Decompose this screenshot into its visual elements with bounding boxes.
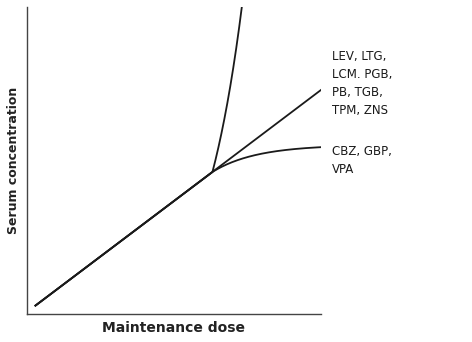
Y-axis label: Serum concentration: Serum concentration [7, 87, 20, 234]
X-axis label: Maintenance dose: Maintenance dose [102, 321, 245, 335]
Text: PHT: PHT [0, 341, 1, 342]
Text: LEV, LTG,
LCM. PGB,
PB, TGB,
TPM, ZNS: LEV, LTG, LCM. PGB, PB, TGB, TPM, ZNS [332, 50, 393, 117]
Text: CBZ, GBP,
VPA: CBZ, GBP, VPA [332, 145, 392, 176]
